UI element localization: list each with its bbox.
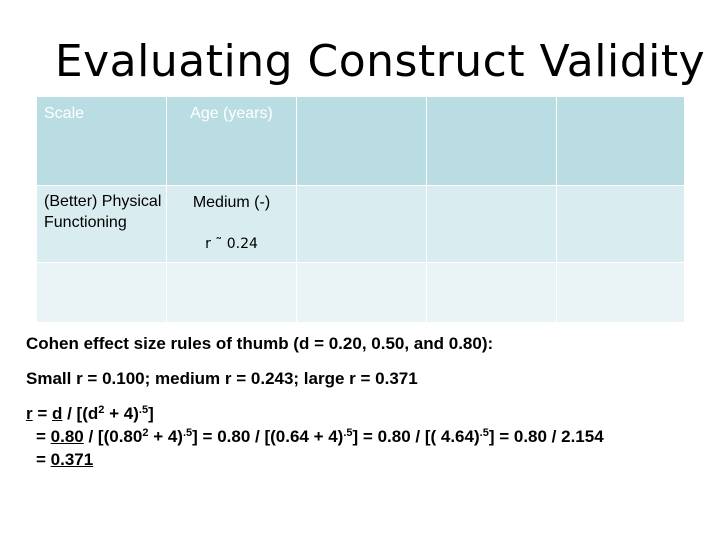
slide-title: Evaluating Construct Validity — [54, 36, 706, 87]
empty-cell — [296, 185, 427, 263]
line2-part-a: / [(0.80 — [83, 427, 143, 446]
formula-line-1: r = d / [(d2 + 4).5] — [26, 404, 154, 424]
table-row: (Better) Physical Functioning Medium (-)… — [36, 185, 685, 263]
line2-exp-2: 2 — [142, 427, 149, 439]
empty-cell — [426, 185, 557, 263]
line2-exp-5b: .5 — [343, 427, 353, 439]
line2-part-e: ] = 0.80 / 2.154 — [488, 427, 604, 446]
formula-part-a: / [(d — [62, 404, 99, 423]
formula-line-3: = 0.371 — [36, 450, 93, 470]
header-empty-cell — [296, 96, 427, 186]
line2-numerator: 0.80 — [50, 427, 84, 446]
line2-exp-5c: .5 — [479, 427, 489, 439]
header-empty-cell — [426, 96, 557, 186]
line2-part-d: ] = 0.80 / [( 4.64) — [352, 427, 480, 446]
cohen-rules-text: Cohen effect size rules of thumb (d = 0.… — [26, 334, 494, 353]
line3-equals: = — [36, 450, 51, 469]
row-age-cell: Medium (-) r ˜ 0.24 — [166, 185, 297, 263]
formula-part-b: + 4) — [104, 404, 139, 423]
empty-cell — [426, 262, 557, 323]
formula-line-2: = 0.80 / [(0.802 + 4).5] = 0.80 / [(0.64… — [36, 427, 604, 447]
thresholds-text: Small r = 0.100; medium r = 0.243; large… — [26, 369, 418, 388]
formula-exp-2: 2 — [98, 404, 105, 416]
table-row — [36, 262, 685, 323]
empty-cell — [556, 185, 685, 263]
header-scale: Scale — [36, 96, 167, 186]
formula-d: d — [52, 404, 63, 423]
table-header-row: Scale Age (years) — [36, 96, 685, 186]
header-empty-cell — [556, 96, 685, 186]
empty-cell — [166, 262, 297, 323]
validity-table: Scale Age (years) (Better) Physical Func… — [36, 96, 685, 323]
header-age: Age (years) — [166, 96, 297, 186]
empty-cell — [296, 262, 427, 323]
line2-exp-5a: .5 — [182, 427, 193, 439]
line2-equals: = — [36, 427, 51, 446]
empty-cell — [556, 262, 685, 323]
formula-equals: = — [32, 404, 52, 423]
empty-cell — [36, 262, 167, 323]
formula-part-c: ] — [148, 404, 154, 423]
line2-part-c: ] = 0.80 / [(0.64 + 4) — [192, 427, 344, 446]
age-effect-size: Medium (-) — [192, 194, 271, 211]
formula-exp-5: .5 — [138, 404, 149, 416]
formula-r: r — [26, 404, 33, 423]
line3-result: 0.371 — [50, 450, 94, 469]
row-scale-physical-functioning: (Better) Physical Functioning — [36, 185, 167, 263]
line2-part-b: + 4) — [148, 427, 183, 446]
age-correlation: r ˜ 0.24 — [205, 236, 258, 252]
